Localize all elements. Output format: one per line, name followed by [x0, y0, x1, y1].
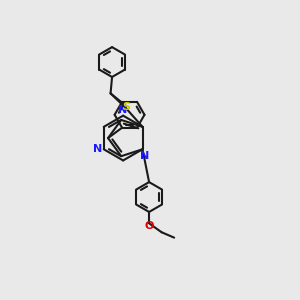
Text: N: N: [140, 151, 149, 161]
Text: S: S: [122, 102, 130, 112]
Text: N: N: [92, 144, 102, 154]
Text: O: O: [144, 221, 154, 231]
Text: N: N: [118, 105, 128, 115]
